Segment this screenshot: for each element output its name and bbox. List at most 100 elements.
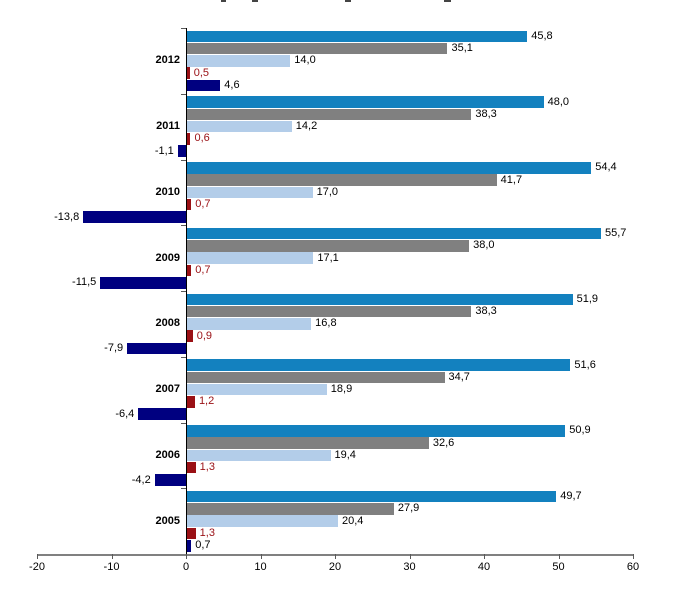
x-axis-tick-label: 20 bbox=[328, 561, 342, 573]
bar-2005-series-2-gray bbox=[186, 503, 394, 515]
value-label: -11,5 bbox=[72, 276, 97, 289]
value-label: 18,9 bbox=[330, 383, 353, 396]
bar-2010-series-5-navy bbox=[83, 211, 186, 223]
x-axis-tick bbox=[186, 554, 187, 559]
value-label: 35,1 bbox=[451, 42, 473, 55]
bar-2007-series-4-darkred bbox=[186, 396, 195, 408]
bar-2010-series-3-lightblue bbox=[186, 186, 313, 199]
x-axis-tick-label: -20 bbox=[29, 561, 45, 573]
value-label: 38,3 bbox=[475, 305, 497, 318]
bar-2005-series-1-blue bbox=[186, 490, 557, 503]
value-label: 17,0 bbox=[316, 185, 339, 198]
bar-2006-series-4-darkred bbox=[186, 461, 196, 474]
category-label-2011: 2011 bbox=[156, 120, 180, 133]
value-label: 1,3 bbox=[199, 461, 215, 474]
value-label: 34,7 bbox=[448, 370, 470, 383]
value-label: 1,3 bbox=[199, 526, 215, 539]
value-label: 41,7 bbox=[500, 173, 523, 186]
x-axis-tick bbox=[409, 554, 411, 559]
category-tick bbox=[181, 422, 186, 424]
value-label: 0,9 bbox=[196, 329, 212, 342]
value-label: -4,2 bbox=[131, 473, 151, 486]
x-axis-tick bbox=[484, 554, 485, 559]
value-label: 14,0 bbox=[294, 54, 316, 67]
bar-2007-series-2-gray bbox=[186, 371, 445, 384]
x-axis-tick bbox=[633, 554, 634, 559]
value-label: 51,9 bbox=[576, 292, 599, 305]
value-label: 1,2 bbox=[198, 395, 215, 408]
value-label: 32,6 bbox=[432, 436, 455, 449]
bar-2009-series-3-lightblue bbox=[186, 252, 314, 264]
category-tick bbox=[181, 291, 186, 292]
bar-2011-series-5-navy bbox=[177, 145, 186, 158]
bar-2009-series-4-darkred bbox=[186, 264, 192, 277]
bar-2006-series-5-navy bbox=[154, 474, 186, 486]
category-tick bbox=[181, 356, 186, 358]
value-label: 0,7 bbox=[195, 539, 211, 552]
clipped-title-fragment bbox=[345, 0, 351, 2]
x-axis-tick bbox=[335, 554, 336, 559]
value-label: 16,8 bbox=[315, 317, 337, 330]
x-axis-tick bbox=[37, 554, 38, 559]
value-label: 0,7 bbox=[195, 198, 211, 211]
bar-2009-series-5-navy bbox=[100, 276, 186, 289]
value-label: -7,9 bbox=[104, 342, 124, 354]
category-label-2007: 2007 bbox=[155, 383, 180, 396]
category-label-2010: 2010 bbox=[155, 185, 180, 198]
value-label: 55,7 bbox=[604, 227, 627, 240]
value-label: 51,6 bbox=[574, 358, 596, 371]
value-label: 27,9 bbox=[397, 502, 420, 515]
value-label: -13,8 bbox=[54, 210, 80, 223]
category-label-2008: 2008 bbox=[155, 317, 180, 330]
value-label: 17,1 bbox=[317, 251, 339, 264]
bar-2008-series-5-navy bbox=[127, 342, 186, 355]
bar-2010-series-1-blue bbox=[186, 162, 592, 174]
bar-2011-series-1-blue bbox=[186, 96, 544, 108]
category-tick bbox=[181, 28, 186, 29]
bar-2007-series-5-navy bbox=[138, 408, 186, 421]
category-tick bbox=[181, 93, 186, 95]
bar-2012-series-5-navy bbox=[186, 79, 221, 92]
value-label: 4,6 bbox=[224, 79, 240, 91]
value-label: 50,9 bbox=[569, 424, 591, 437]
x-axis-tick-label: -10 bbox=[103, 561, 120, 573]
x-axis-tick bbox=[260, 554, 262, 559]
x-axis-tick-label: 30 bbox=[403, 561, 416, 573]
value-label: -6,4 bbox=[115, 407, 135, 420]
bar-2011-series-4-darkred bbox=[186, 133, 191, 145]
bar-2007-series-3-lightblue bbox=[186, 383, 327, 396]
bar-2010-series-2-gray bbox=[186, 174, 497, 186]
value-label: 54,4 bbox=[595, 161, 617, 174]
x-axis-tick bbox=[558, 554, 560, 559]
category-tick bbox=[181, 159, 186, 161]
category-tick bbox=[181, 225, 186, 227]
value-label: 0,6 bbox=[194, 132, 210, 145]
bar-2009-series-2-gray bbox=[186, 240, 470, 252]
value-label: -1,1 bbox=[154, 144, 174, 157]
x-axis-tick-label: 60 bbox=[626, 561, 640, 573]
value-label: 38,3 bbox=[475, 107, 497, 120]
bar-2005-series-3-lightblue bbox=[186, 515, 338, 527]
category-label-2012: 2012 bbox=[155, 54, 180, 67]
value-label: 19,4 bbox=[334, 448, 356, 461]
bar-2005-series-4-darkred bbox=[186, 527, 196, 540]
bar-2009-series-1-blue bbox=[186, 227, 601, 240]
bar-2012-series-3-lightblue bbox=[186, 55, 291, 67]
category-label-2005: 2005 bbox=[155, 514, 180, 527]
clipped-title-fragment bbox=[252, 0, 258, 2]
bar-2006-series-1-blue bbox=[186, 425, 566, 437]
value-label: 0,7 bbox=[195, 263, 211, 276]
clipped-title-fragment bbox=[221, 0, 226, 2]
category-label-2006: 2006 bbox=[155, 448, 180, 461]
category-label-2009: 2009 bbox=[155, 251, 180, 264]
bar-2005-series-5-navy bbox=[186, 539, 192, 552]
bar-2006-series-2-gray bbox=[186, 437, 429, 449]
value-label: 45,8 bbox=[531, 29, 553, 42]
value-label: 48,0 bbox=[547, 95, 570, 108]
bar-2012-series-1-blue bbox=[186, 30, 528, 43]
value-label: 49,7 bbox=[560, 490, 582, 503]
x-axis-tick bbox=[111, 554, 113, 559]
y-axis-line bbox=[186, 28, 187, 554]
